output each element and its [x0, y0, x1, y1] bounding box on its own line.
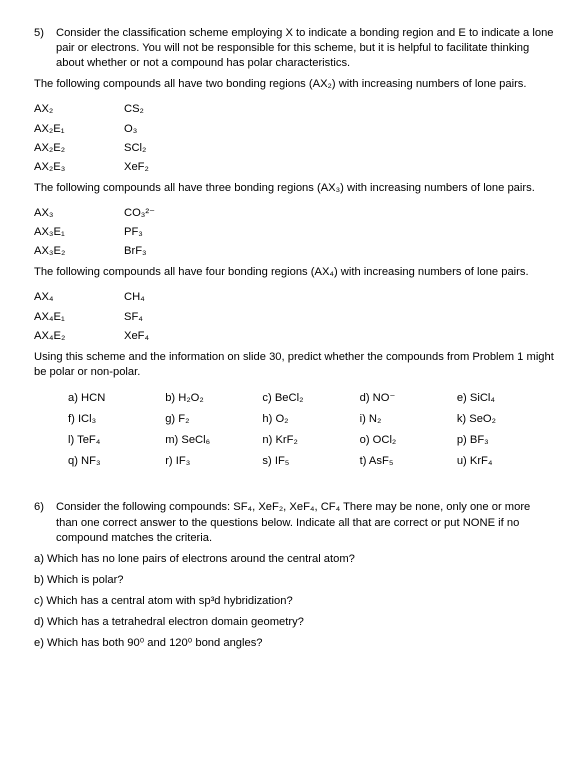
sub-question: a) Which has no lone pairs of electrons …: [34, 552, 554, 567]
example-compound: PF₃: [124, 225, 554, 240]
compound-cell: n) KrF₂: [262, 433, 359, 448]
compound-cell: u) KrF₄: [457, 454, 554, 469]
ax-label: AX₄E₁: [34, 310, 124, 325]
compound-row: q) NF₃ r) IF₃ s) IF₅ t) AsF₅ u) KrF₄: [68, 451, 554, 472]
ax-label: AX₂: [34, 102, 124, 117]
example-compound: SCl₂: [124, 141, 554, 156]
table-row: AX₃ CO₃²⁻: [34, 204, 554, 223]
sub-question: c) Which has a central atom with sp³d hy…: [34, 594, 554, 609]
compound-cell: i) N₂: [360, 412, 457, 427]
question-5: 5) Consider the classification scheme em…: [34, 26, 554, 71]
compound-grid: a) HCN b) H₂O₂ c) BeCl₂ d) NO⁻ e) SiCl₄ …: [34, 388, 554, 472]
compound-cell: c) BeCl₂: [262, 391, 359, 406]
compound-row: l) TeF₄ m) SeCl₆ n) KrF₂ o) OCl₂ p) BF₃: [68, 430, 554, 451]
compound-cell: a) HCN: [68, 391, 165, 406]
question-body: Consider the following compounds: SF₄, X…: [56, 500, 554, 545]
ax-label: AX₃: [34, 206, 124, 221]
sub-question: e) Which has both 90⁰ and 120⁰ bond angl…: [34, 636, 554, 651]
compound-row: a) HCN b) H₂O₂ c) BeCl₂ d) NO⁻ e) SiCl₄: [68, 388, 554, 409]
example-compound: SF₄: [124, 310, 554, 325]
compound-cell: b) H₂O₂: [165, 391, 262, 406]
compound-cell: h) O₂: [262, 412, 359, 427]
ax-label: AX₂E₁: [34, 122, 124, 137]
question-number: 6): [34, 500, 56, 545]
compound-cell: r) IF₃: [165, 454, 262, 469]
compound-cell: l) TeF₄: [68, 433, 165, 448]
compound-cell: s) IF₅: [262, 454, 359, 469]
group2-intro: The following compounds all have two bon…: [34, 77, 554, 92]
question-body: Consider the classification scheme emplo…: [56, 26, 554, 71]
table-row: AX₃E₂ BrF₃: [34, 242, 554, 261]
ax-label: AX₃E₁: [34, 225, 124, 240]
table-row: AX₄E₂ XeF₄: [34, 327, 554, 346]
compound-cell: g) F₂: [165, 412, 262, 427]
sub-question: d) Which has a tetrahedral electron doma…: [34, 615, 554, 630]
group3-intro: The following compounds all have three b…: [34, 181, 554, 196]
compound-cell: e) SiCl₄: [457, 391, 554, 406]
compound-cell: k) SeO₂: [457, 412, 554, 427]
compound-cell: p) BF₃: [457, 433, 554, 448]
table-row: AX₂E₃ XeF₂: [34, 158, 554, 177]
example-compound: XeF₄: [124, 329, 554, 344]
ax-label: AX₃E₂: [34, 244, 124, 259]
question-number: 5): [34, 26, 56, 71]
example-compound: BrF₃: [124, 244, 554, 259]
ax-label: AX₄: [34, 290, 124, 305]
example-compound: CS₂: [124, 102, 554, 117]
table-row: AX₃E₁ PF₃: [34, 223, 554, 242]
table-row: AX₂ CS₂: [34, 100, 554, 119]
table-row: AX₄E₁ SF₄: [34, 308, 554, 327]
example-compound: O₃: [124, 122, 554, 137]
compound-cell: q) NF₃: [68, 454, 165, 469]
ax-label: AX₄E₂: [34, 329, 124, 344]
sub-question: b) Which is polar?: [34, 573, 554, 588]
table-row: AX₄ CH₄: [34, 288, 554, 307]
compound-cell: d) NO⁻: [360, 391, 457, 406]
example-compound: CO₃²⁻: [124, 206, 554, 221]
question-6: 6) Consider the following compounds: SF₄…: [34, 500, 554, 545]
compound-cell: o) OCl₂: [360, 433, 457, 448]
group4-intro: The following compounds all have four bo…: [34, 265, 554, 280]
worksheet-page: 5) Consider the classification scheme em…: [0, 0, 588, 697]
ax-label: AX₂E₃: [34, 160, 124, 175]
ax-label: AX₂E₂: [34, 141, 124, 156]
group3-table: AX₃ CO₃²⁻ AX₃E₁ PF₃ AX₃E₂ BrF₃: [34, 204, 554, 261]
predict-instruction: Using this scheme and the information on…: [34, 350, 554, 380]
group2-table: AX₂ CS₂ AX₂E₁ O₃ AX₂E₂ SCl₂ AX₂E₃ XeF₂: [34, 100, 554, 176]
compound-cell: t) AsF₅: [360, 454, 457, 469]
example-compound: XeF₂: [124, 160, 554, 175]
compound-cell: m) SeCl₆: [165, 433, 262, 448]
compound-row: f) ICl₃ g) F₂ h) O₂ i) N₂ k) SeO₂: [68, 409, 554, 430]
group4-table: AX₄ CH₄ AX₄E₁ SF₄ AX₄E₂ XeF₄: [34, 288, 554, 345]
example-compound: CH₄: [124, 290, 554, 305]
table-row: AX₂E₁ O₃: [34, 120, 554, 139]
table-row: AX₂E₂ SCl₂: [34, 139, 554, 158]
compound-cell: f) ICl₃: [68, 412, 165, 427]
